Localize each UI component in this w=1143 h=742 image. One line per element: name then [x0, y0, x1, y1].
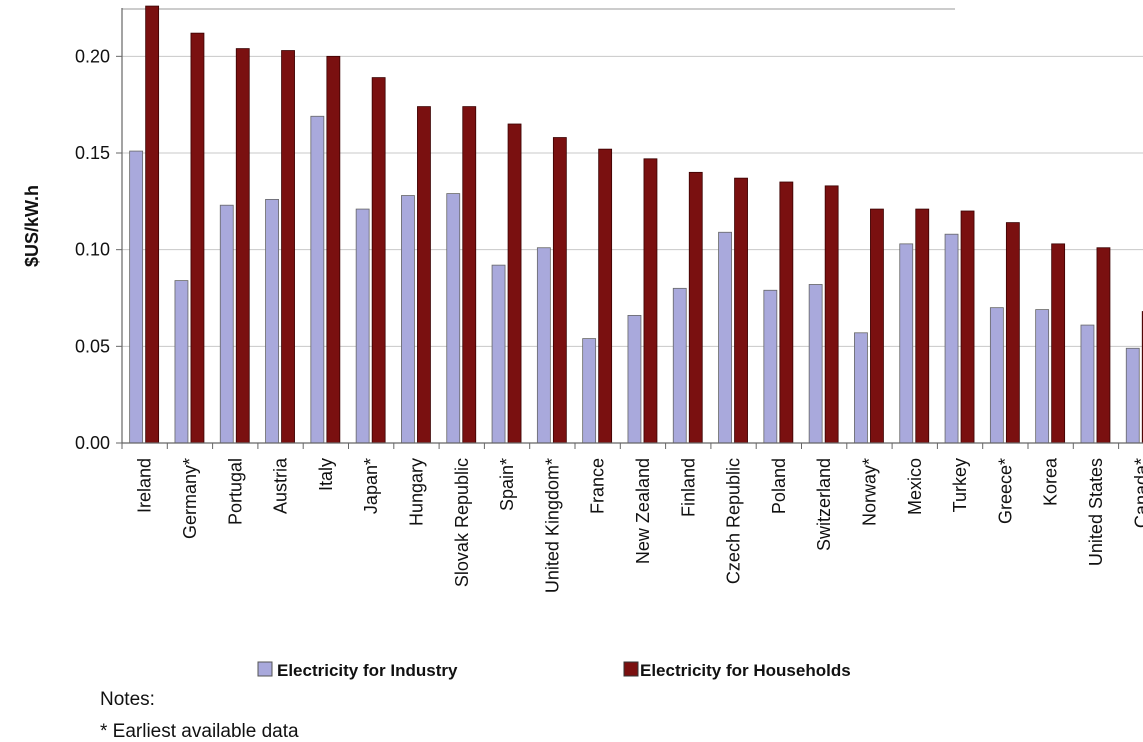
bar-households [417, 106, 431, 444]
x-tick-label: Germany* [180, 458, 200, 539]
bar-industry [1035, 309, 1050, 444]
x-tick-label: Turkey [950, 458, 970, 512]
x-tick-label: France [588, 458, 608, 514]
y-tick-label: 0.05 [75, 336, 110, 356]
bar-households [870, 208, 884, 444]
bar-industry [1125, 347, 1140, 444]
notes-line: * Earliest available data [100, 721, 299, 742]
bar-industry [627, 314, 642, 444]
bar-households [598, 148, 613, 444]
x-tick-label: Portugal [225, 458, 245, 525]
y-tick-label: 0.20 [75, 46, 110, 66]
y-tick-label: 0.10 [75, 240, 110, 260]
axes [116, 8, 1143, 449]
bar-households [462, 106, 477, 444]
bar-households [235, 48, 250, 444]
bar-households [190, 32, 205, 444]
x-tick-label: Greece* [995, 458, 1015, 524]
bar-households [281, 50, 295, 444]
bar-industry [355, 208, 370, 444]
bar-industry [129, 150, 144, 444]
legend-swatch-households [623, 661, 639, 677]
y-tick-label: 0.00 [75, 433, 110, 453]
bar-households [915, 208, 930, 444]
bar-households [1005, 222, 1020, 444]
x-tick-label: Canada* [1131, 458, 1143, 528]
y-tick-labels: 0.00 0.05 0.10 0.15 0.20 [75, 46, 110, 453]
bar-industry [446, 193, 461, 444]
bar-households [688, 171, 703, 444]
x-tick-label: Czech Republic [724, 458, 744, 584]
x-tick-label: Spain* [497, 458, 517, 511]
bar-industry [899, 243, 914, 444]
bar-industry [763, 289, 778, 444]
x-tick-label: Italy [316, 458, 336, 491]
bar-industry [582, 338, 597, 444]
bar-industry [718, 231, 732, 444]
legend-label-households: Electricity for Households [640, 661, 851, 680]
x-tick-label: Hungary [406, 458, 426, 526]
bar-households [734, 177, 748, 444]
bar-households [1051, 243, 1066, 444]
x-tick-label: Japan* [361, 458, 381, 514]
x-tick-labels: Ireland Germany* Portugal Austria Italy Japan… [135, 457, 1143, 593]
bar-industry [401, 195, 415, 444]
y-axis-label: $US/kW.h [22, 185, 42, 267]
x-tick-label: Norway* [859, 458, 879, 526]
x-tick-label: Slovak Republic [452, 458, 472, 587]
x-tick-label: Austria [271, 457, 291, 514]
bar-industry [219, 204, 234, 444]
bar-industry [808, 284, 823, 444]
bar-industry [1080, 324, 1095, 444]
bar-households [824, 185, 839, 444]
x-tick-label: Korea [1041, 457, 1061, 506]
bar-industry [265, 198, 279, 444]
x-tick-label: Poland [769, 458, 789, 514]
bar-households [1096, 247, 1111, 444]
y-tick-label: 0.15 [75, 143, 110, 163]
x-tick-label: New Zealand [633, 458, 653, 564]
bar-households [326, 55, 341, 444]
legend-swatch-industry [257, 661, 273, 677]
bar-industry [536, 247, 551, 444]
bar-households [371, 77, 386, 444]
bar-industry [854, 332, 868, 444]
x-tick-label: United States [1086, 458, 1106, 566]
bar-households [145, 5, 160, 444]
bar-households [507, 123, 522, 444]
x-tick-label: United Kingdom* [542, 458, 562, 593]
bar-industry [174, 280, 189, 444]
bar-industry [491, 264, 506, 444]
x-tick-label: Switzerland [814, 458, 834, 551]
x-tick-label: Ireland [135, 458, 155, 513]
bar-industry [944, 233, 959, 444]
bar-households [779, 181, 794, 444]
bar-households [552, 137, 567, 444]
notes-heading: Notes: [100, 689, 155, 710]
x-tick-label: Finland [678, 458, 698, 517]
bar-households [643, 158, 658, 444]
legend: Electricity for Industry Electricity for… [257, 661, 851, 680]
bar-households [960, 210, 975, 444]
x-tick-label: Mexico [905, 458, 925, 515]
legend-label-industry: Electricity for Industry [277, 661, 458, 680]
bar-industry [989, 307, 1004, 444]
bar-industry [310, 115, 325, 444]
bar-industry [672, 287, 687, 444]
bars [129, 5, 1143, 444]
